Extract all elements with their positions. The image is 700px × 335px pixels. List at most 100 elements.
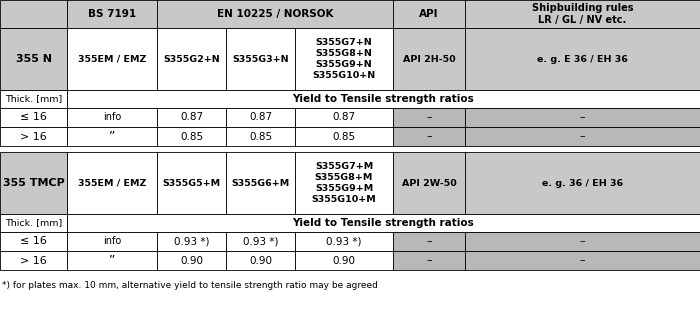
Bar bbox=[465, 0, 700, 28]
Bar bbox=[295, 251, 393, 270]
Text: 0.85: 0.85 bbox=[180, 132, 203, 141]
Bar bbox=[0, 214, 67, 232]
Text: info: info bbox=[103, 237, 121, 247]
Bar bbox=[0, 108, 67, 127]
Bar bbox=[393, 28, 465, 90]
Bar bbox=[295, 232, 393, 251]
Bar bbox=[226, 232, 295, 251]
Text: > 16: > 16 bbox=[20, 256, 47, 266]
Bar bbox=[157, 251, 226, 270]
Bar bbox=[465, 152, 700, 214]
Text: ”: ” bbox=[108, 254, 116, 267]
Bar bbox=[0, 251, 67, 270]
Text: e. g. E 36 / EH 36: e. g. E 36 / EH 36 bbox=[537, 55, 628, 64]
Text: S355G7+M
S355G8+M
S355G9+M
S355G10+M: S355G7+M S355G8+M S355G9+M S355G10+M bbox=[312, 162, 377, 204]
Text: 0.90: 0.90 bbox=[332, 256, 356, 266]
Bar bbox=[157, 108, 226, 127]
Text: 0.85: 0.85 bbox=[249, 132, 272, 141]
Bar bbox=[226, 152, 295, 214]
Text: ”: ” bbox=[108, 130, 116, 143]
Text: 0.87: 0.87 bbox=[249, 113, 272, 123]
Text: 0.93 *): 0.93 *) bbox=[174, 237, 209, 247]
Text: S355G6+M: S355G6+M bbox=[232, 179, 290, 188]
Text: BS 7191: BS 7191 bbox=[88, 9, 136, 19]
Bar bbox=[393, 108, 465, 127]
Bar bbox=[295, 108, 393, 127]
Bar bbox=[226, 127, 295, 146]
Bar bbox=[465, 28, 700, 90]
Text: S355G3+N: S355G3+N bbox=[232, 55, 289, 64]
Text: 0.87: 0.87 bbox=[332, 113, 356, 123]
Text: API 2H-50: API 2H-50 bbox=[402, 55, 455, 64]
Text: Thick. [mm]: Thick. [mm] bbox=[5, 94, 62, 104]
Text: S355G2+N: S355G2+N bbox=[163, 55, 220, 64]
Bar bbox=[0, 232, 67, 251]
Bar bbox=[0, 0, 67, 28]
Text: EN 10225 / NORSOK: EN 10225 / NORSOK bbox=[217, 9, 333, 19]
Text: ≤ 16: ≤ 16 bbox=[20, 113, 47, 123]
Bar bbox=[157, 28, 226, 90]
Bar bbox=[67, 251, 157, 270]
Bar bbox=[157, 0, 393, 28]
Text: 0.90: 0.90 bbox=[180, 256, 203, 266]
Bar bbox=[393, 232, 465, 251]
Bar bbox=[67, 152, 157, 214]
Bar bbox=[393, 0, 465, 28]
Text: –: – bbox=[426, 132, 432, 141]
Text: ≤ 16: ≤ 16 bbox=[20, 237, 47, 247]
Text: Shipbuilding rules
LR / GL / NV etc.: Shipbuilding rules LR / GL / NV etc. bbox=[532, 3, 634, 25]
Bar bbox=[67, 0, 157, 28]
Text: –: – bbox=[426, 113, 432, 123]
Text: 0.85: 0.85 bbox=[332, 132, 356, 141]
Bar bbox=[67, 214, 700, 232]
Text: –: – bbox=[426, 256, 432, 266]
Text: 355 TMCP: 355 TMCP bbox=[3, 178, 64, 188]
Bar bbox=[226, 251, 295, 270]
Bar bbox=[226, 108, 295, 127]
Text: 0.87: 0.87 bbox=[180, 113, 203, 123]
Bar bbox=[67, 108, 157, 127]
Bar bbox=[0, 28, 67, 90]
Text: Yield to Tensile strength ratios: Yield to Tensile strength ratios bbox=[293, 94, 475, 104]
Bar bbox=[67, 232, 157, 251]
Bar bbox=[67, 90, 700, 108]
Text: 0.90: 0.90 bbox=[249, 256, 272, 266]
Text: *) for plates max. 10 mm, alternative yield to tensile strength ratio may be agr: *) for plates max. 10 mm, alternative yi… bbox=[2, 281, 378, 290]
Bar bbox=[0, 90, 67, 108]
Bar bbox=[295, 127, 393, 146]
Bar bbox=[0, 127, 67, 146]
Text: S355G7+N
S355G8+N
S355G9+N
S355G10+N: S355G7+N S355G8+N S355G9+N S355G10+N bbox=[312, 38, 376, 80]
Text: –: – bbox=[580, 132, 585, 141]
Text: –: – bbox=[580, 237, 585, 247]
Text: –: – bbox=[426, 237, 432, 247]
Text: API 2W-50: API 2W-50 bbox=[402, 179, 456, 188]
Bar bbox=[465, 127, 700, 146]
Bar bbox=[226, 28, 295, 90]
Text: –: – bbox=[580, 256, 585, 266]
Bar bbox=[157, 127, 226, 146]
Bar bbox=[295, 152, 393, 214]
Text: Thick. [mm]: Thick. [mm] bbox=[5, 218, 62, 227]
Text: > 16: > 16 bbox=[20, 132, 47, 141]
Text: 355 N: 355 N bbox=[15, 54, 52, 64]
Text: Yield to Tensile strength ratios: Yield to Tensile strength ratios bbox=[293, 218, 475, 228]
Bar bbox=[157, 232, 226, 251]
Text: 355EM / EMZ: 355EM / EMZ bbox=[78, 55, 146, 64]
Bar bbox=[465, 251, 700, 270]
Text: 0.93 *): 0.93 *) bbox=[326, 237, 362, 247]
Bar bbox=[393, 251, 465, 270]
Bar bbox=[295, 28, 393, 90]
Text: S355G5+M: S355G5+M bbox=[162, 179, 220, 188]
Text: 0.93 *): 0.93 *) bbox=[243, 237, 279, 247]
Text: info: info bbox=[103, 113, 121, 123]
Bar bbox=[465, 108, 700, 127]
Text: 355EM / EMZ: 355EM / EMZ bbox=[78, 179, 146, 188]
Bar bbox=[465, 232, 700, 251]
Bar bbox=[0, 152, 67, 214]
Text: API: API bbox=[419, 9, 439, 19]
Text: e. g. 36 / EH 36: e. g. 36 / EH 36 bbox=[542, 179, 623, 188]
Bar bbox=[157, 152, 226, 214]
Bar bbox=[393, 127, 465, 146]
Bar bbox=[67, 127, 157, 146]
Text: –: – bbox=[580, 113, 585, 123]
